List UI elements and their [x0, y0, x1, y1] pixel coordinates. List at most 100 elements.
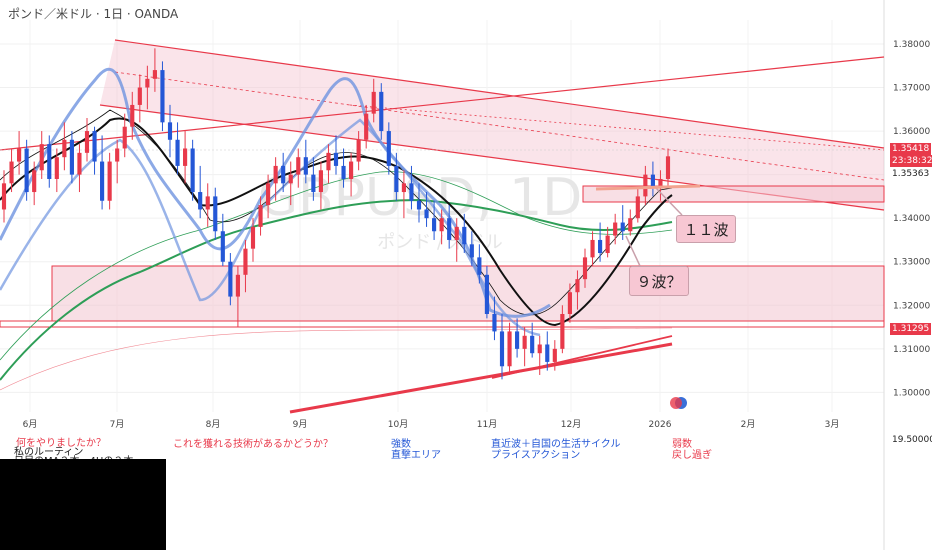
- x-tick-label: 2026: [649, 420, 672, 430]
- last-price-label: 1.35418: [890, 143, 932, 155]
- candle-body: [492, 314, 497, 332]
- candle-body: [401, 183, 406, 193]
- candle-body: [371, 91, 376, 114]
- x-tick-label: 8月: [206, 419, 221, 430]
- event-icon: [670, 397, 682, 409]
- candle-body: [54, 157, 59, 179]
- candle-body: [228, 261, 233, 297]
- thin-green-ma: [0, 171, 673, 361]
- countdown-label: 23:38:32: [890, 155, 932, 167]
- y-tick-label: 1.37000: [893, 84, 930, 94]
- candle-body: [598, 239, 603, 254]
- watermark-name: ポンド / 米ドル: [377, 232, 503, 253]
- candle-body: [9, 161, 14, 184]
- candle-body: [77, 152, 82, 175]
- wave9-pointer: [625, 235, 641, 267]
- y-tick-label: 1.34000: [893, 214, 930, 224]
- x-tick-label: 2月: [741, 419, 756, 430]
- y-tick-label: 1.32000: [893, 301, 930, 311]
- candle-body: [650, 174, 655, 188]
- candle-body: [462, 226, 467, 245]
- candle-body: [447, 218, 452, 240]
- rising-support-line: [289, 342, 673, 414]
- candle-body: [1, 183, 7, 210]
- candle-body: [175, 139, 180, 166]
- candle-body: [439, 218, 444, 232]
- wave11-pointer: [655, 187, 683, 216]
- candle-body: [386, 131, 391, 166]
- candle-body: [643, 174, 648, 197]
- candle-body: [484, 274, 489, 314]
- candle-body: [341, 165, 346, 179]
- wave-highlight: [595, 184, 701, 191]
- candle-body: [477, 257, 482, 275]
- candle-body: [311, 174, 316, 193]
- demand-zone: [51, 265, 885, 322]
- candle-body: [198, 192, 203, 210]
- candle-body: [107, 161, 112, 201]
- candle-body: [620, 222, 625, 232]
- wave9-callout[interactable]: ９波？: [629, 266, 689, 296]
- candle-body: [258, 205, 263, 227]
- wave11-callout[interactable]: １１波: [676, 215, 736, 243]
- candle-body: [515, 331, 520, 349]
- candle-body: [326, 152, 331, 171]
- chart-title: ポンド／米ドル · 1日 · OANDA: [8, 7, 179, 21]
- candle-body: [469, 244, 474, 258]
- candle-body: [552, 348, 557, 362]
- note-blue-4: プライスアクション: [491, 450, 581, 461]
- candle-body: [582, 257, 588, 280]
- candle-body: [130, 104, 135, 127]
- redacted-panel: [0, 459, 166, 550]
- candle-body: [220, 231, 225, 262]
- x-tick-label: 11月: [477, 419, 497, 430]
- candle-body: [122, 126, 127, 149]
- candle-body: [235, 274, 240, 297]
- channel-upper-line: [114, 39, 885, 149]
- candle-body: [409, 183, 414, 201]
- note-red-1: 弱数: [672, 439, 692, 450]
- candle-body: [379, 91, 384, 132]
- x-tick-label: 7月: [110, 419, 125, 430]
- candle-body: [84, 131, 90, 153]
- candle-body: [432, 218, 437, 232]
- candle-body: [665, 156, 671, 179]
- green-ma: [0, 198, 673, 381]
- candle-body: [416, 200, 422, 210]
- note-red-2: 戻し過ぎ: [672, 450, 712, 461]
- candle-body: [590, 239, 595, 258]
- x-tick-label: 3月: [825, 419, 840, 430]
- candle-body: [499, 331, 505, 367]
- candle-body: [243, 248, 248, 275]
- candle-body: [167, 122, 173, 140]
- candle-body: [17, 148, 22, 162]
- candle-body: [567, 292, 572, 314]
- thin-black-ma: [0, 109, 673, 316]
- y-tick-label: 1.33000: [893, 258, 930, 268]
- candle-body: [152, 70, 157, 79]
- candle-body: [296, 157, 301, 175]
- candle-body: [160, 70, 165, 123]
- candle-body: [213, 196, 218, 232]
- oscillator-value: 19.50000: [890, 434, 932, 446]
- candle-body: [560, 314, 565, 349]
- candle-body: [613, 222, 618, 236]
- candle-body: [318, 170, 323, 193]
- note-left-1: 何をやりましたか？: [16, 438, 106, 449]
- candle-body: [658, 178, 663, 188]
- candle-body: [605, 235, 610, 254]
- candle-body: [424, 209, 429, 219]
- candle-body: [137, 87, 142, 105]
- candle-body: [62, 139, 67, 158]
- candle-body: [349, 161, 354, 179]
- candle-body: [69, 139, 74, 175]
- candle-body: [115, 148, 120, 162]
- candle-body: [281, 165, 286, 184]
- x-tick-label: 6月: [23, 419, 38, 430]
- candle-body: [266, 183, 271, 206]
- candle-body: [183, 148, 188, 166]
- candle-body: [92, 131, 97, 162]
- candle-body: [635, 196, 640, 219]
- candle-body: [303, 157, 308, 175]
